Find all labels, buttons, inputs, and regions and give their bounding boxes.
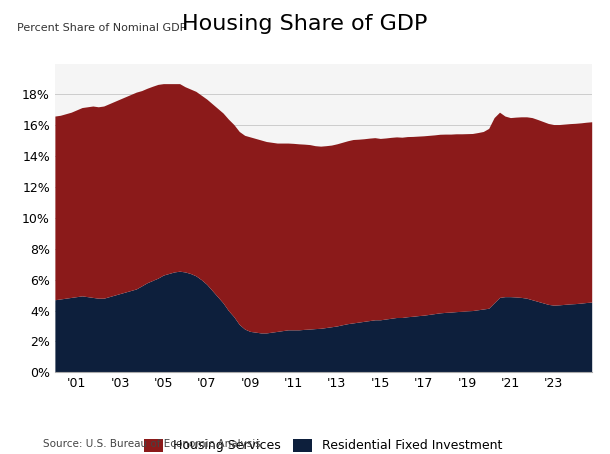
Text: Housing Share of GDP: Housing Share of GDP	[182, 14, 428, 34]
Text: Percent Share of Nominal GDP: Percent Share of Nominal GDP	[17, 23, 187, 33]
Text: Source: U.S. Bureau of Economic Analysis: Source: U.S. Bureau of Economic Analysis	[43, 439, 260, 449]
Legend: Housing Services, Residential Fixed Investment: Housing Services, Residential Fixed Inve…	[144, 439, 503, 453]
